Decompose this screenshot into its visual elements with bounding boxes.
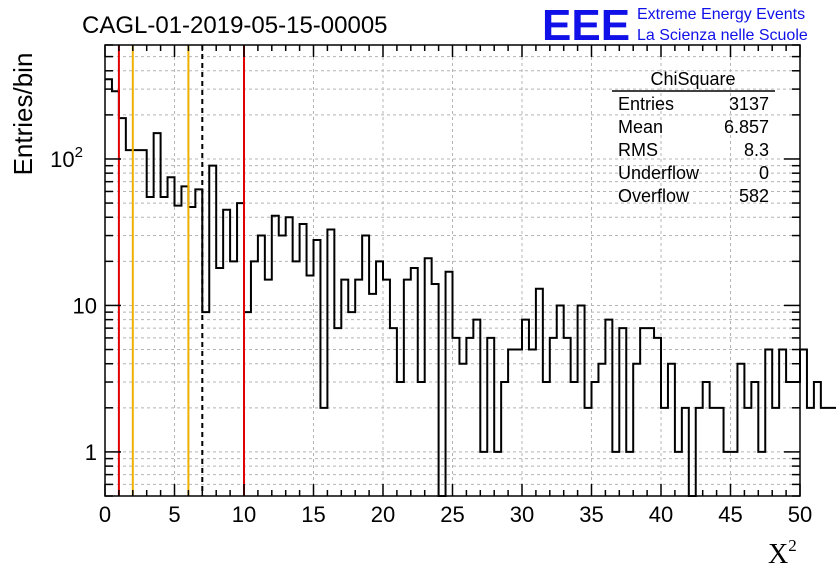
x-tick-label: 45 — [718, 502, 742, 527]
stats-box: ChiSquare Entries 3137 Mean 6.857 RMS 8.3 Unde… — [612, 69, 775, 206]
logo-line-1: Extreme Energy Events — [637, 6, 805, 23]
x-tick-label: 5 — [168, 502, 180, 527]
grid-layer — [105, 44, 800, 497]
stats-label: Underflow — [618, 163, 700, 183]
logo-line-2: La Scienza nelle Scuole — [637, 27, 808, 44]
x-tick-label: 20 — [371, 502, 395, 527]
histogram-outline — [105, 78, 836, 497]
x-tick-label: 10 — [232, 502, 256, 527]
chart-title: CAGL-01-2019-05-15-00005 — [82, 12, 388, 39]
eee-logo: EEE — [542, 1, 630, 50]
stats-label: RMS — [618, 140, 658, 160]
x-tick-label: 25 — [440, 502, 464, 527]
vertical-lines-layer — [117, 45, 245, 496]
stats-value: 0 — [759, 163, 769, 183]
y-axis-label: Entries/bin — [8, 53, 38, 176]
stats-value: 8.3 — [744, 140, 769, 160]
x-tick-label: 35 — [579, 502, 603, 527]
stats-label: Entries — [618, 94, 674, 114]
stats-rows: Entries 3137 Mean 6.857 RMS 8.3 Underflow 0 Over… — [618, 94, 769, 206]
stats-label: Overflow — [618, 186, 690, 206]
y-tick-label: 102 — [50, 144, 83, 172]
stats-value: 3137 — [729, 94, 769, 114]
x-tick-label: 50 — [788, 502, 812, 527]
x-tick-label: 15 — [301, 502, 325, 527]
x-tick-label: 0 — [99, 502, 111, 527]
histogram-layer — [105, 78, 836, 497]
y-tick-label: 10 — [73, 293, 97, 318]
x-axis-label: X2 — [768, 536, 797, 570]
stats-label: Mean — [618, 117, 663, 137]
stats-value: 6.857 — [724, 117, 769, 137]
x-tick-label: 30 — [510, 502, 534, 527]
y-tick-label: 1 — [85, 440, 97, 465]
y-tick-exponent: 2 — [75, 144, 83, 161]
x-axis-symbol: X — [768, 539, 788, 570]
stats-value: 582 — [739, 186, 769, 206]
x-axis-superscript: 2 — [788, 536, 797, 555]
x-tick-label: 40 — [649, 502, 673, 527]
stats-title: ChiSquare — [650, 69, 735, 89]
